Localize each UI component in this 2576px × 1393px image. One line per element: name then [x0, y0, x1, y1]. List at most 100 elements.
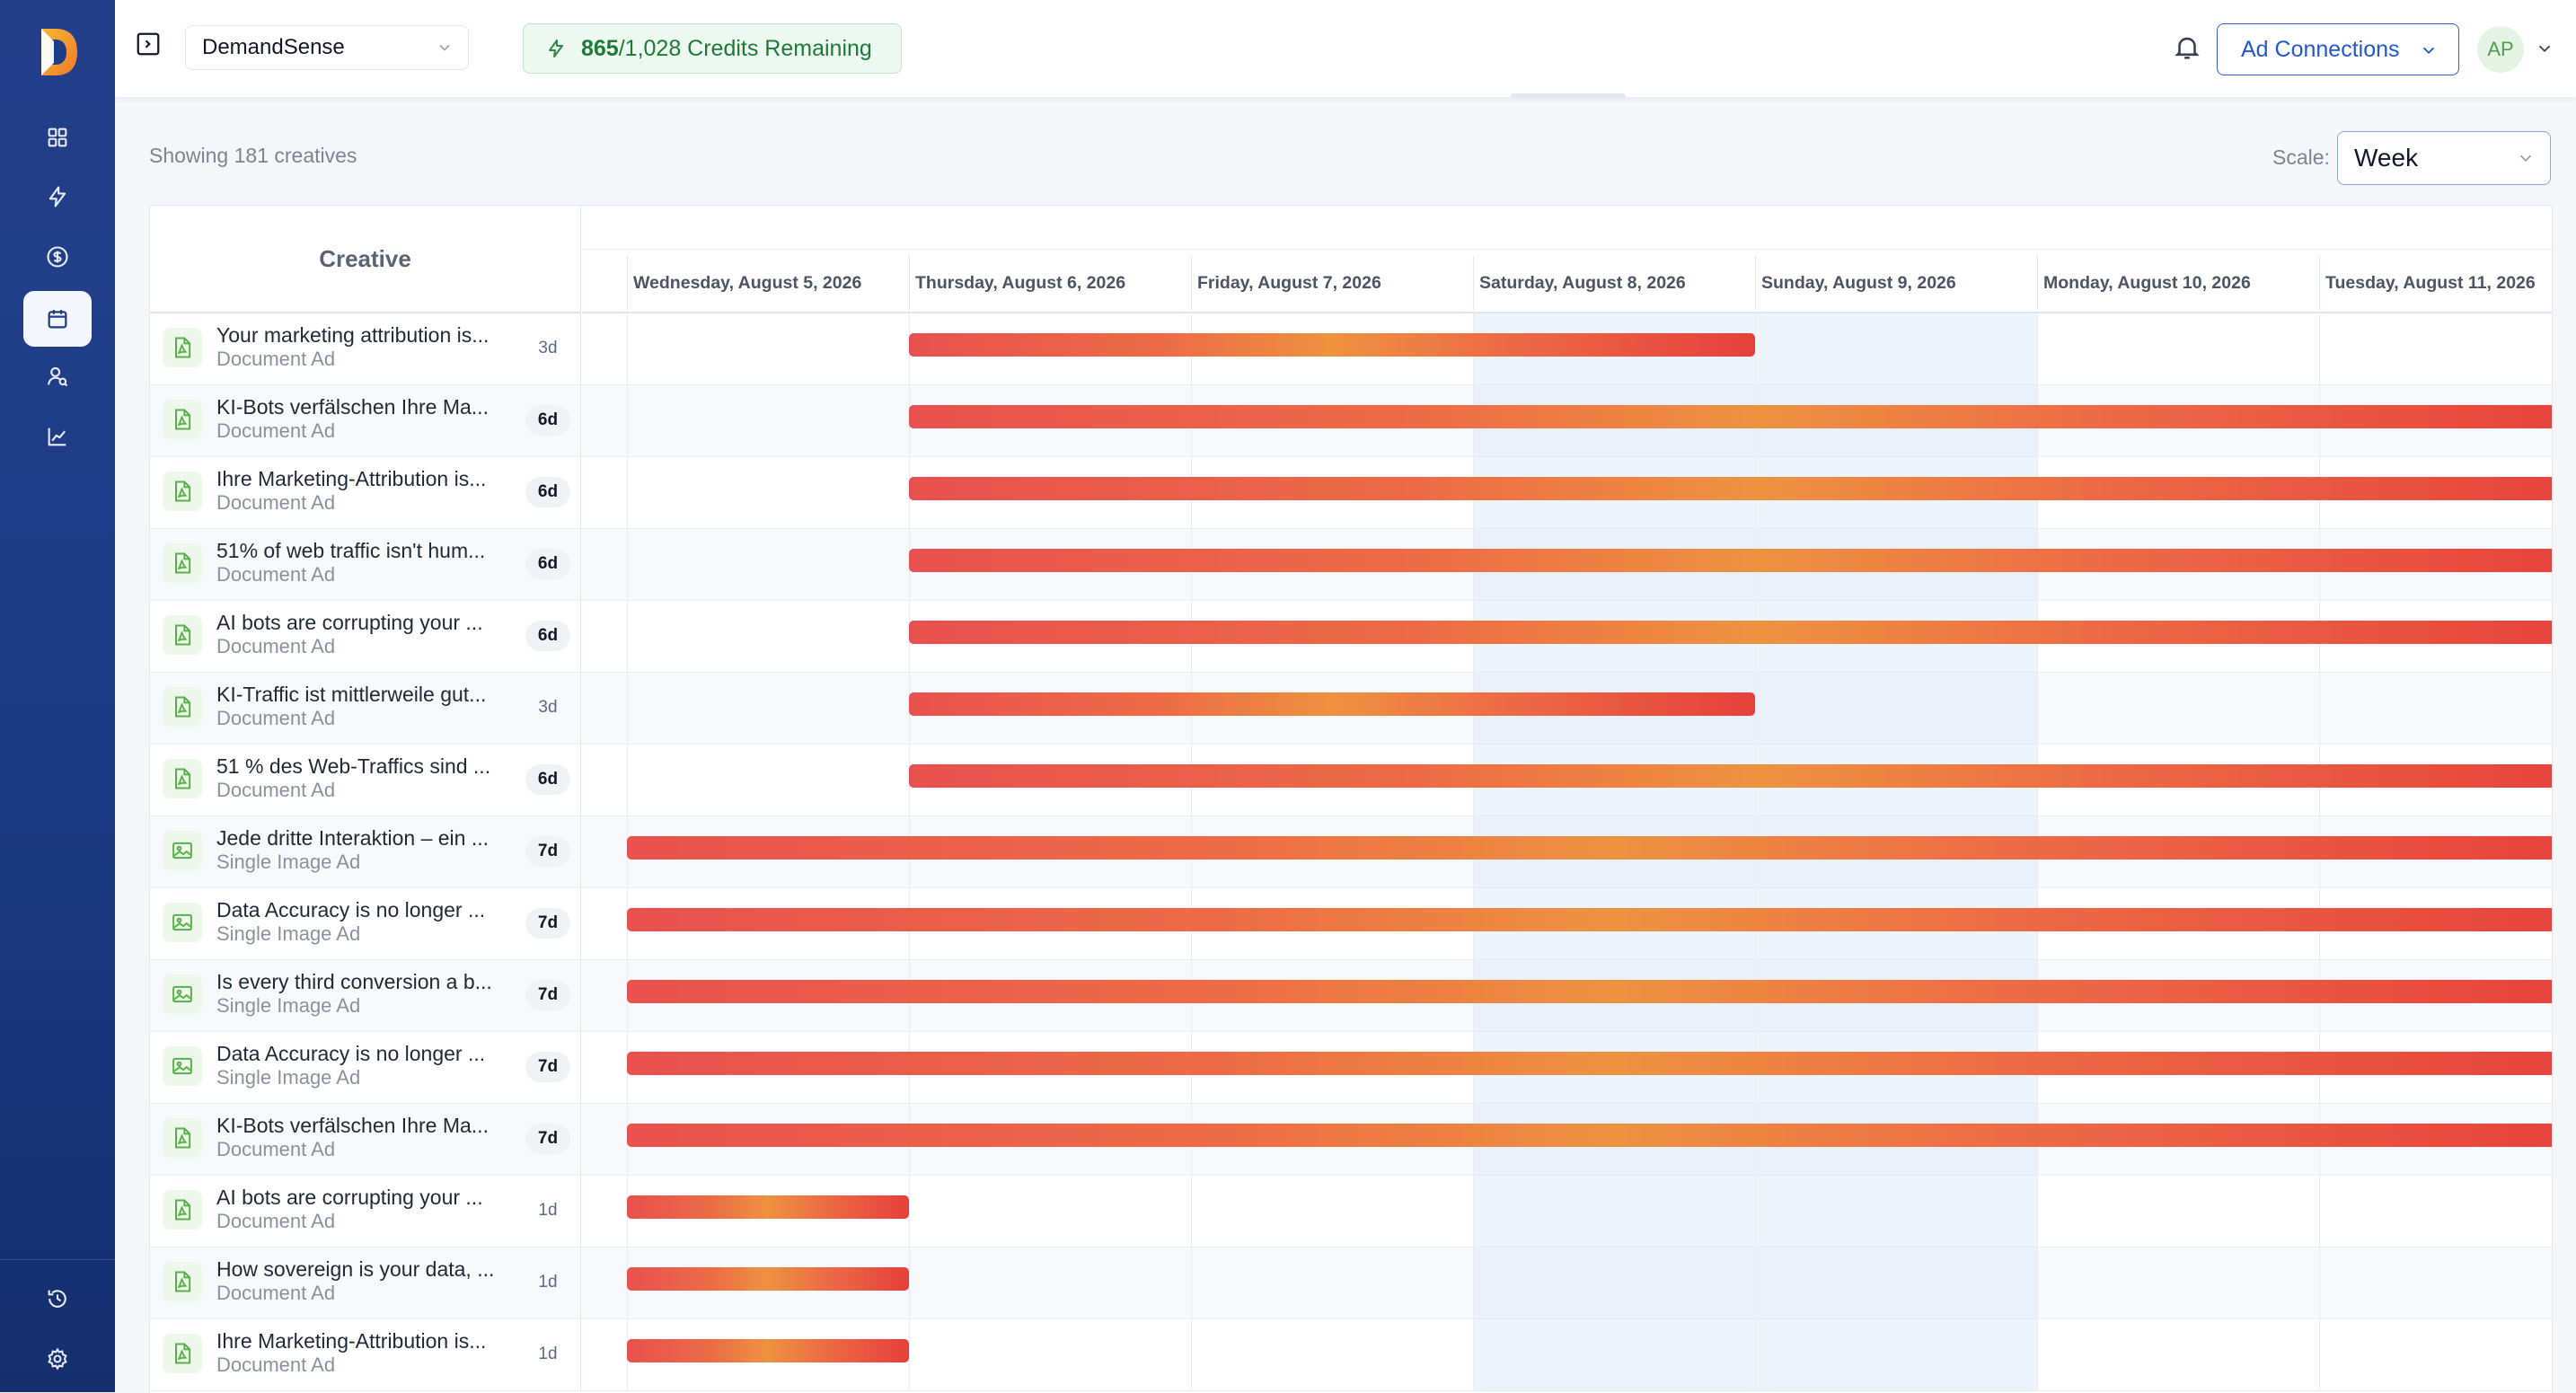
schedule-bar[interactable]: [909, 333, 1755, 357]
duration-badge: 7d: [525, 980, 570, 1010]
schedule-bar[interactable]: [627, 836, 2552, 860]
creative-info[interactable]: Is every third conversion a b... Single I…: [150, 960, 581, 1032]
schedule-bar[interactable]: [627, 1195, 909, 1219]
duration-badge: 3d: [538, 339, 558, 357]
lightning-icon: [549, 40, 563, 57]
day-cell: [627, 457, 909, 529]
nav-audiences[interactable]: [23, 348, 92, 404]
creative-row[interactable]: AI bots are corrupting your ... Document …: [150, 601, 2552, 673]
organization-select[interactable]: DemandSense: [185, 25, 469, 70]
creative-info[interactable]: AI bots are corrupting your ... Document …: [150, 601, 581, 673]
schedule-bar[interactable]: [909, 549, 2552, 572]
schedule-bar[interactable]: [627, 1124, 2552, 1147]
creative-info[interactable]: KI-Traffic ist mittlerweile gut... Docume…: [150, 673, 581, 745]
creative-info[interactable]: Ihre Marketing-Attribution is... Document…: [150, 1319, 581, 1391]
creative-info[interactable]: Ihre Marketing-Attribution is... Document…: [150, 457, 581, 529]
ad-connections-button[interactable]: Ad Connections: [2217, 23, 2459, 75]
creative-title[interactable]: Data Accuracy is no longer ...: [216, 898, 486, 921]
creative-info[interactable]: KI-Bots verfälschen Ihre Ma... Document A…: [150, 1104, 581, 1176]
creative-title[interactable]: How sovereign is your data, ...: [216, 1257, 495, 1281]
duration-badge: 3d: [538, 698, 558, 717]
timeline-track: [582, 1104, 2552, 1176]
creative-title[interactable]: KI-Traffic ist mittlerweile gut...: [216, 683, 487, 706]
creative-row[interactable]: KI-Bots verfälschen Ihre Ma... Document A…: [150, 385, 2552, 457]
demandsense-logo[interactable]: [36, 25, 79, 79]
creative-type: Document Ad: [216, 563, 336, 586]
creative-title[interactable]: Is every third conversion a b...: [216, 970, 492, 993]
creative-info[interactable]: Jede dritte Interaktion – ein ... Single …: [150, 816, 581, 888]
creative-row[interactable]: Jede dritte Interaktion – ein ... Single …: [150, 816, 2552, 888]
creative-info[interactable]: How sovereign is your data, ... Document …: [150, 1248, 581, 1319]
avatar[interactable]: AP: [2477, 26, 2524, 73]
pdf-file-icon: [163, 1262, 202, 1301]
creative-row[interactable]: 51 % des Web-Traffics sind ... Document A…: [150, 745, 2552, 816]
creative-info[interactable]: 51 % des Web-Traffics sind ... Document A…: [150, 745, 581, 816]
nav-settings[interactable]: [23, 1331, 92, 1387]
creative-row[interactable]: How sovereign is your data, ... Document …: [150, 1248, 2552, 1319]
pdf-file-icon: [163, 1190, 202, 1230]
creative-title[interactable]: 51% of web traffic isn't hum...: [216, 539, 486, 562]
schedule-bar[interactable]: [627, 1339, 909, 1362]
creative-row[interactable]: Ihre Marketing-Attribution is... Document…: [150, 1319, 2552, 1391]
nav-automations[interactable]: [23, 169, 92, 225]
schedule-bar[interactable]: [627, 980, 2552, 1003]
timeline-track: [582, 1032, 2552, 1104]
creative-title[interactable]: KI-Bots verfälschen Ihre Ma...: [216, 1114, 489, 1137]
creative-row[interactable]: KI-Bots verfälschen Ihre Ma... Document A…: [150, 1104, 2552, 1176]
creative-title[interactable]: Ihre Marketing-Attribution is...: [216, 1329, 487, 1353]
creative-title[interactable]: Your marketing attribution is...: [216, 323, 490, 347]
creative-info[interactable]: Data Accuracy is no longer ... Single Ima…: [150, 888, 581, 960]
schedule-bar[interactable]: [909, 692, 1755, 716]
panel-toggle-icon[interactable]: [135, 31, 162, 57]
creative-row[interactable]: AI bots are corrupting your ... Document …: [150, 1176, 2552, 1248]
creative-title[interactable]: 51 % des Web-Traffics sind ...: [216, 754, 491, 778]
day-cell: [627, 745, 909, 816]
creative-title[interactable]: AI bots are corrupting your ...: [216, 1186, 483, 1209]
creative-title[interactable]: AI bots are corrupting your ...: [216, 611, 483, 634]
calendar-icon: [48, 310, 67, 329]
creative-info[interactable]: Your marketing attribution is... Document…: [150, 313, 581, 385]
chevron-down-icon[interactable]: [2535, 39, 2554, 58]
nav-dashboard[interactable]: [23, 110, 92, 165]
creative-row[interactable]: Ihre Marketing-Attribution is... Document…: [150, 457, 2552, 529]
nav-analytics[interactable]: [23, 409, 92, 464]
creative-info[interactable]: Data Accuracy is no longer ... Single Ima…: [150, 1032, 581, 1104]
creative-row[interactable]: 51% of web traffic isn't hum... Document …: [150, 529, 2552, 601]
creative-info[interactable]: AI bots are corrupting your ... Document …: [150, 1176, 581, 1248]
creative-title[interactable]: Ihre Marketing-Attribution is...: [216, 467, 487, 490]
day-cell: [1755, 1176, 2037, 1248]
schedule-bar[interactable]: [909, 621, 2552, 644]
schedule-bar[interactable]: [909, 405, 2552, 428]
schedule-bar[interactable]: [627, 908, 2552, 931]
creative-info[interactable]: 51% of web traffic isn't hum... Document …: [150, 529, 581, 601]
nav-calendar[interactable]: [23, 291, 92, 347]
pdf-file-icon: [163, 1334, 202, 1373]
creative-title[interactable]: Data Accuracy is no longer ...: [216, 1042, 486, 1065]
pdf-file-icon: [163, 328, 202, 367]
creative-row[interactable]: KI-Traffic ist mittlerweile gut... Docume…: [150, 673, 2552, 745]
creative-row[interactable]: Your marketing attribution is... Document…: [150, 313, 2552, 385]
image-file-icon: [163, 831, 202, 870]
timeline-track: [582, 816, 2552, 888]
nav-history[interactable]: [23, 1271, 92, 1327]
creative-row[interactable]: Data Accuracy is no longer ... Single Ima…: [150, 888, 2552, 960]
bell-icon[interactable]: [2172, 32, 2202, 63]
scale-select[interactable]: Week: [2337, 131, 2551, 185]
creative-row[interactable]: Data Accuracy is no longer ... Single Ima…: [150, 1032, 2552, 1104]
schedule-bar[interactable]: [627, 1052, 2552, 1075]
duration-badge: 6d: [525, 621, 570, 651]
pdf-file-icon: [163, 400, 202, 439]
creative-title[interactable]: KI-Bots verfälschen Ihre Ma...: [216, 395, 489, 419]
schedule-bar[interactable]: [627, 1267, 909, 1291]
schedule-bar[interactable]: [909, 764, 2552, 788]
chevron-down-icon: [2422, 47, 2435, 55]
nav-budget[interactable]: [23, 229, 92, 285]
day-cell: [2037, 1248, 2319, 1319]
day-cell: [627, 313, 909, 385]
creative-type: Single Image Ad: [216, 994, 361, 1017]
creative-title[interactable]: Jede dritte Interaktion – ein ...: [216, 826, 490, 850]
creative-info[interactable]: KI-Bots verfälschen Ihre Ma... Document A…: [150, 385, 581, 457]
creative-row[interactable]: Is every third conversion a b... Single I…: [150, 960, 2552, 1032]
schedule-bar[interactable]: [909, 477, 2552, 500]
day-cell: [1191, 1176, 1473, 1248]
